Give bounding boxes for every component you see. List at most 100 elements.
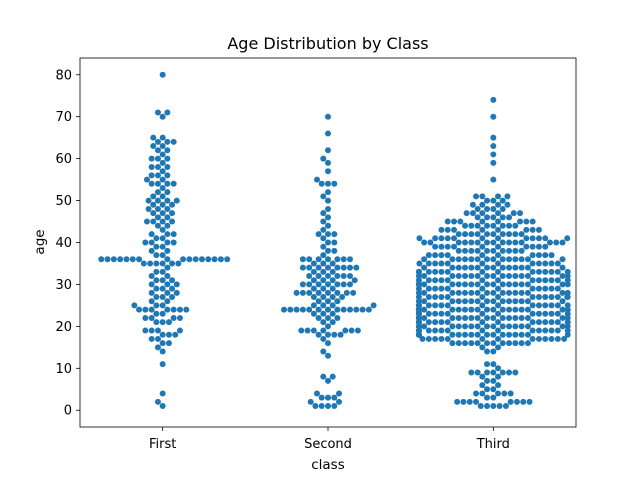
point-third [520, 398, 527, 405]
point-second [320, 348, 327, 355]
point-third [444, 277, 451, 284]
point-third [432, 243, 439, 250]
point-third [479, 268, 486, 275]
point-second [299, 256, 306, 263]
point-third [421, 264, 428, 271]
point-first [154, 335, 161, 342]
point-third [495, 285, 502, 292]
point-third [535, 294, 542, 301]
point-first [150, 193, 157, 200]
point-third [524, 289, 531, 296]
point-second [325, 113, 331, 120]
point-third [499, 239, 506, 246]
point-third [474, 369, 481, 376]
point-third [490, 231, 497, 238]
point-first [164, 172, 171, 179]
point-third [444, 327, 451, 334]
point-third [535, 277, 542, 284]
point-first [148, 335, 155, 342]
y-axis-label: age [32, 229, 48, 254]
point-second [320, 252, 327, 259]
point-third [438, 252, 445, 259]
point-third [484, 205, 491, 212]
point-third [484, 314, 491, 321]
point-third [468, 281, 475, 288]
point-first [164, 222, 171, 229]
point-first [159, 235, 166, 242]
point-third [479, 373, 486, 380]
point-first [117, 256, 124, 263]
point-third [548, 260, 555, 267]
point-third [468, 340, 475, 347]
point-first [131, 302, 138, 309]
point-third [425, 294, 432, 301]
point-third [499, 222, 506, 229]
point-third [425, 310, 432, 317]
point-third [561, 335, 568, 342]
point-third [554, 335, 561, 342]
point-third [512, 369, 519, 376]
point-first [154, 205, 161, 212]
point-second [325, 130, 331, 137]
point-second [325, 189, 331, 196]
point-third [495, 235, 502, 242]
point-third [499, 256, 506, 263]
point-third [415, 285, 422, 292]
point-second [325, 180, 331, 187]
point-third [564, 294, 571, 301]
point-first [148, 306, 155, 313]
point-third [529, 218, 536, 225]
point-third [438, 235, 445, 242]
point-third [542, 243, 549, 250]
point-second [329, 302, 336, 309]
point-third [535, 252, 542, 259]
point-third [468, 264, 475, 271]
point-third [438, 243, 445, 250]
point-third [554, 302, 561, 309]
point-third [512, 340, 519, 347]
point-third [462, 247, 469, 254]
point-second [325, 222, 331, 229]
point-third [444, 335, 451, 342]
point-third [490, 205, 497, 212]
point-third [564, 331, 571, 338]
point-first [153, 260, 160, 267]
point-third [518, 281, 525, 288]
x-tick-label: Second [304, 437, 352, 452]
point-third [479, 390, 486, 397]
point-third [490, 176, 497, 183]
point-first [153, 294, 160, 301]
point-third [559, 273, 566, 280]
point-third [444, 235, 451, 242]
point-first [176, 327, 183, 334]
point-third [495, 319, 502, 326]
point-second [336, 398, 342, 405]
point-first [104, 256, 111, 263]
point-second [320, 243, 327, 250]
point-first [148, 231, 155, 238]
point-third [444, 285, 451, 292]
point-third [506, 231, 513, 238]
point-third [542, 252, 549, 259]
point-third [479, 335, 486, 342]
point-second [307, 398, 314, 405]
point-third [512, 222, 519, 229]
point-first [173, 197, 180, 204]
point-third [559, 281, 566, 288]
point-third [468, 256, 475, 263]
point-first [154, 180, 161, 187]
point-third [490, 289, 497, 296]
point-first [183, 306, 190, 313]
point-third [449, 331, 456, 338]
point-third [529, 243, 536, 250]
point-second [320, 327, 327, 334]
point-third [529, 268, 536, 275]
point-first [169, 294, 176, 301]
point-third [535, 226, 542, 233]
point-first [159, 348, 166, 355]
point-second [315, 298, 322, 305]
point-second [370, 302, 377, 309]
point-second [325, 256, 331, 263]
point-third [462, 331, 469, 338]
point-third [449, 289, 456, 296]
